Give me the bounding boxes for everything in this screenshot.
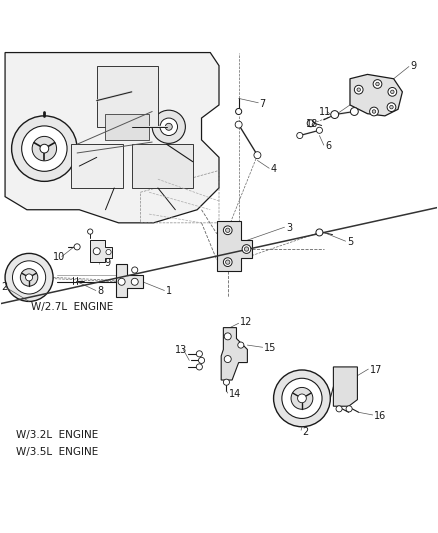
Bar (106, 114, 149, 140)
Text: W/2.7L  ENGINE: W/2.7L ENGINE (31, 302, 113, 312)
Circle shape (274, 370, 330, 427)
Circle shape (254, 152, 261, 159)
Circle shape (388, 87, 397, 96)
Text: W/3.2L  ENGINE: W/3.2L ENGINE (16, 430, 98, 440)
Polygon shape (90, 240, 112, 262)
Text: 5: 5 (347, 237, 353, 247)
Circle shape (25, 274, 32, 281)
Circle shape (370, 107, 378, 116)
Text: 7: 7 (260, 99, 266, 109)
Text: 9: 9 (410, 61, 417, 71)
Text: 12: 12 (240, 317, 252, 327)
Circle shape (20, 269, 38, 286)
Text: 2: 2 (302, 427, 309, 438)
Circle shape (152, 110, 185, 143)
Circle shape (74, 244, 80, 250)
Circle shape (32, 136, 57, 161)
Text: 11: 11 (318, 107, 331, 117)
Text: 17: 17 (370, 365, 382, 375)
Circle shape (223, 258, 232, 266)
Text: 18: 18 (306, 119, 318, 129)
Circle shape (331, 111, 339, 118)
Circle shape (224, 356, 231, 362)
Circle shape (357, 88, 360, 92)
Circle shape (223, 379, 230, 385)
Circle shape (390, 106, 393, 109)
Circle shape (224, 333, 231, 340)
Text: 1: 1 (166, 286, 172, 296)
Text: 8: 8 (97, 286, 103, 296)
Circle shape (5, 253, 53, 302)
Circle shape (372, 110, 376, 113)
Circle shape (297, 133, 303, 139)
Polygon shape (350, 75, 403, 116)
Circle shape (291, 387, 313, 409)
Circle shape (132, 267, 138, 273)
Circle shape (226, 228, 230, 232)
Text: 10: 10 (53, 252, 65, 262)
Circle shape (160, 118, 177, 135)
Circle shape (196, 351, 202, 357)
Circle shape (131, 278, 138, 285)
Circle shape (236, 108, 242, 115)
Circle shape (307, 120, 314, 127)
Polygon shape (117, 264, 143, 297)
Bar (132, 144, 193, 188)
Circle shape (244, 247, 249, 251)
Polygon shape (221, 328, 247, 380)
Text: 9: 9 (105, 258, 111, 268)
Circle shape (238, 342, 244, 348)
Circle shape (391, 90, 394, 94)
Circle shape (297, 394, 306, 403)
Circle shape (354, 85, 363, 94)
Circle shape (346, 406, 352, 412)
Circle shape (93, 248, 100, 255)
Circle shape (350, 108, 358, 116)
Polygon shape (333, 367, 357, 406)
Circle shape (40, 144, 49, 153)
Circle shape (88, 229, 93, 234)
Circle shape (316, 127, 322, 133)
Text: 16: 16 (374, 411, 386, 421)
Circle shape (235, 121, 242, 128)
Polygon shape (217, 221, 252, 271)
Text: 15: 15 (264, 343, 276, 353)
Circle shape (12, 116, 77, 181)
Circle shape (316, 229, 323, 236)
Circle shape (118, 278, 125, 285)
Circle shape (223, 226, 232, 235)
Circle shape (165, 123, 172, 130)
Polygon shape (5, 53, 219, 223)
Bar (71, 144, 123, 188)
Circle shape (226, 260, 230, 264)
Text: 2: 2 (2, 282, 8, 293)
Circle shape (336, 406, 342, 412)
Circle shape (373, 79, 382, 88)
Text: 6: 6 (325, 141, 331, 151)
Circle shape (106, 249, 111, 255)
Text: 13: 13 (174, 345, 187, 356)
Circle shape (242, 245, 251, 253)
Circle shape (21, 126, 67, 171)
Text: 4: 4 (271, 164, 277, 174)
Text: 14: 14 (229, 389, 241, 399)
Circle shape (198, 357, 205, 364)
Circle shape (196, 364, 202, 370)
Circle shape (387, 103, 396, 111)
Circle shape (12, 261, 46, 294)
Circle shape (376, 82, 379, 86)
Bar (97, 66, 158, 127)
Text: W/3.5L  ENGINE: W/3.5L ENGINE (16, 447, 98, 457)
Circle shape (282, 378, 322, 418)
Text: 3: 3 (287, 223, 293, 233)
